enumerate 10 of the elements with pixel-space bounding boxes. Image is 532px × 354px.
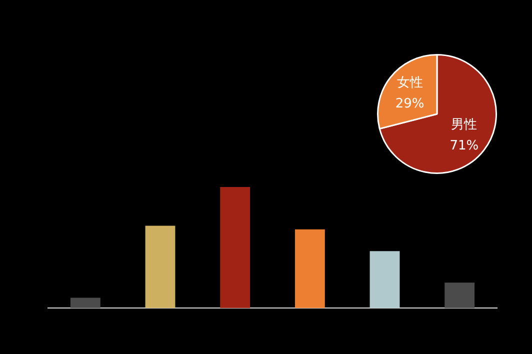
bar bbox=[145, 226, 176, 308]
slice-label: 男性 bbox=[451, 117, 478, 132]
bar bbox=[370, 251, 400, 308]
bar bbox=[294, 229, 325, 308]
slice-label: 女性 bbox=[396, 75, 423, 90]
bar bbox=[70, 298, 100, 308]
data-label: 29% bbox=[395, 96, 424, 112]
bar bbox=[220, 187, 250, 308]
data-label: 71% bbox=[450, 138, 479, 154]
bar bbox=[444, 282, 475, 308]
